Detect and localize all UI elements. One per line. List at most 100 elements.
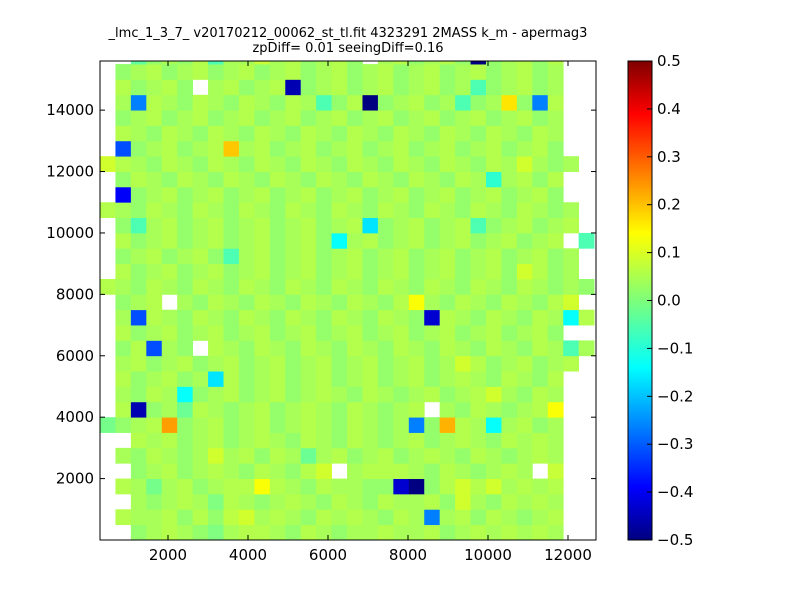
heatmap-cell — [300, 248, 317, 265]
heatmap-cell — [223, 248, 240, 265]
heatmap-cell — [238, 432, 255, 449]
heatmap-cell — [347, 110, 363, 126]
heatmap-cell — [115, 309, 132, 326]
heatmap-cell — [316, 186, 332, 203]
heatmap-cell — [177, 156, 194, 172]
heatmap-cell — [408, 524, 425, 541]
heatmap-cell — [192, 248, 209, 265]
heatmap-cell — [177, 186, 194, 203]
heatmap-cell — [285, 355, 302, 372]
heatmap-cell — [285, 509, 302, 526]
heatmap-cell — [347, 355, 363, 372]
heatmap-cell — [408, 294, 425, 311]
x-tick-label: 10000 — [464, 546, 512, 564]
heatmap-cell — [331, 386, 348, 403]
heatmap-cell — [532, 94, 549, 111]
heatmap-cell — [238, 325, 255, 341]
heatmap-cell — [254, 217, 271, 234]
heatmap-cell — [408, 64, 425, 80]
heatmap-cell — [486, 156, 502, 172]
heatmap-cell — [393, 217, 410, 234]
heatmap-cell — [316, 79, 332, 96]
heatmap-cell — [115, 509, 132, 526]
heatmap-cell — [177, 447, 194, 464]
heatmap-cell — [347, 202, 363, 218]
heatmap-cell — [161, 355, 178, 372]
heatmap-cell — [439, 156, 456, 172]
heatmap-cell — [470, 447, 487, 464]
heatmap-cell — [300, 61, 317, 65]
heatmap-cell — [146, 493, 163, 510]
heatmap-cell — [393, 202, 410, 218]
heatmap-cell — [161, 386, 178, 403]
heatmap-cell — [439, 524, 456, 541]
heatmap-cell — [501, 325, 518, 341]
heatmap-cell — [547, 171, 564, 188]
heatmap-cell — [223, 125, 240, 142]
heatmap-cell — [408, 217, 425, 234]
chart-title: _lmc_1_3_7_ v20170212_00062_st_tl.fit 43… — [108, 26, 588, 56]
heatmap-cell — [486, 478, 502, 495]
heatmap-cell — [316, 263, 332, 280]
heatmap-cell — [130, 340, 147, 357]
heatmap-cell — [532, 279, 549, 295]
heatmap-cell — [316, 447, 332, 464]
heatmap-cell — [146, 355, 163, 372]
heatmap-cell — [130, 371, 147, 387]
heatmap-cell — [486, 493, 502, 510]
heatmap-cell — [130, 110, 147, 126]
heatmap-cell — [223, 294, 240, 311]
heatmap-cell — [146, 263, 163, 280]
heatmap-cell — [455, 248, 471, 265]
heatmap-cell — [470, 171, 487, 188]
heatmap-cell — [208, 325, 224, 341]
heatmap-cell — [501, 279, 518, 295]
heatmap-cell — [269, 171, 286, 188]
heatmap-cell — [238, 493, 255, 510]
heatmap-cell — [439, 279, 456, 295]
heatmap-cell — [177, 125, 194, 142]
heatmap-cell — [470, 432, 487, 449]
heatmap-cell — [130, 79, 147, 96]
heatmap-cell — [223, 171, 240, 188]
heatmap-cell — [362, 263, 379, 280]
heatmap-cell — [115, 340, 132, 357]
heatmap-cell — [362, 371, 379, 387]
heatmap-cell — [393, 140, 410, 157]
heatmap-cell — [408, 61, 425, 65]
heatmap-cell — [130, 386, 147, 403]
heatmap-cell — [300, 524, 317, 541]
heatmap-cell — [532, 294, 549, 311]
heatmap-cell — [269, 325, 286, 341]
heatmap-cell — [547, 79, 564, 96]
heatmap-cell — [486, 110, 502, 126]
heatmap-cell — [130, 232, 147, 249]
heatmap-cell — [470, 417, 487, 433]
heatmap-cell — [470, 294, 487, 311]
heatmap-cell — [146, 217, 163, 234]
heatmap-cell — [408, 156, 425, 172]
heatmap-cell — [532, 478, 549, 495]
colorbar-tick-label: −0.2 — [657, 387, 693, 405]
heatmap-cell — [516, 217, 533, 234]
heatmap-cell — [285, 447, 302, 464]
heatmap-cell — [563, 248, 580, 265]
heatmap-cell — [347, 309, 363, 326]
heatmap-cell — [455, 432, 471, 449]
heatmap-cell — [177, 493, 194, 510]
heatmap-cell — [223, 386, 240, 403]
heatmap-cell — [424, 386, 441, 403]
heatmap-cell — [223, 325, 240, 341]
heatmap-cell — [238, 478, 255, 495]
heatmap-cell — [115, 325, 132, 341]
heatmap-cell — [486, 202, 502, 218]
heatmap-cell — [115, 478, 132, 495]
heatmap-cell — [300, 294, 317, 311]
heatmap-cell — [146, 509, 163, 526]
heatmap-cell — [424, 61, 441, 65]
heatmap-cell — [470, 263, 487, 280]
heatmap-cell — [208, 232, 224, 249]
heatmap-cell — [501, 524, 518, 541]
heatmap-cell — [316, 386, 332, 403]
